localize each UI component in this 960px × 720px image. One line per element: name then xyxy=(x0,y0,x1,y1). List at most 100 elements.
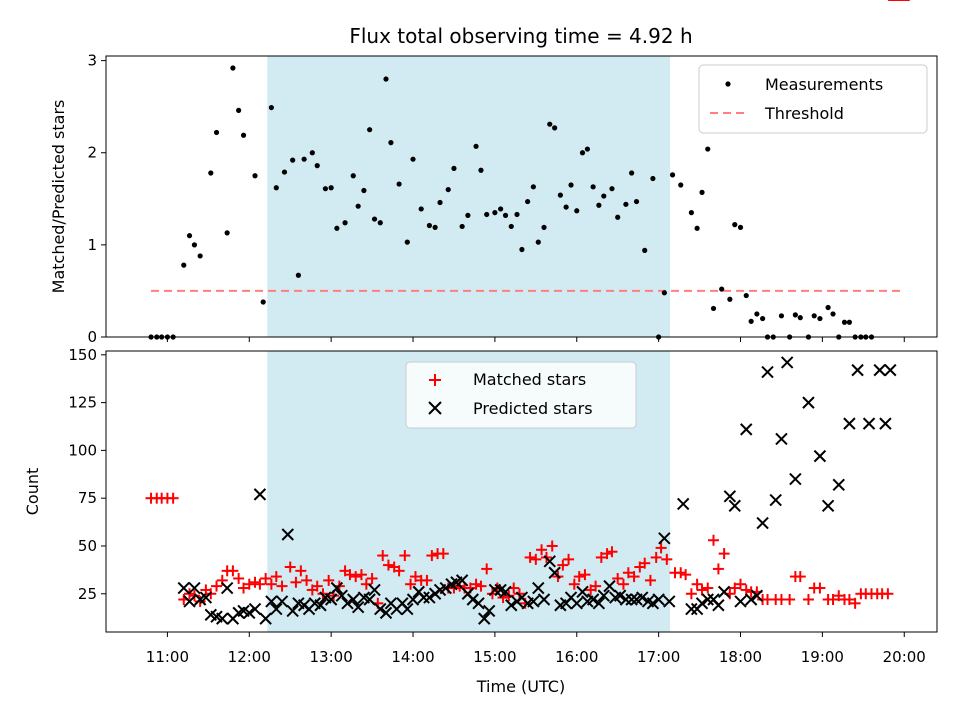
ratio-y-axis-label: Matched/Predicted stars xyxy=(49,100,68,294)
measurement-point xyxy=(748,318,754,324)
x-axis-label: Time (UTC) xyxy=(476,677,565,696)
predicted-mark-b xyxy=(701,593,714,606)
measurement-point xyxy=(492,210,498,216)
count-y-ticks: 25 50 75 100 125 150 xyxy=(68,346,106,603)
measurement-point xyxy=(743,292,749,299)
predicted-star-point xyxy=(769,493,782,507)
predicted-star-point xyxy=(330,581,344,595)
measurement-point xyxy=(778,313,785,319)
predicted-star-point xyxy=(744,593,758,606)
predicted-star-point xyxy=(734,595,747,608)
matched-star-point xyxy=(481,563,493,575)
matched-star-point xyxy=(536,544,548,556)
predicted-mark-b xyxy=(183,595,196,608)
matched-star-point xyxy=(344,569,356,581)
predicted-star-point xyxy=(802,396,815,409)
predicted-star-point xyxy=(177,581,190,595)
predicted-mark-b xyxy=(292,597,305,610)
predicted-star-point xyxy=(335,589,348,602)
measurement-point xyxy=(473,143,479,149)
predicted-mark-b xyxy=(780,356,794,369)
y-tick-label: 125 xyxy=(68,394,97,412)
measurement-point xyxy=(252,173,258,179)
y-tick-label: 0 xyxy=(87,328,97,346)
matched-star-point xyxy=(249,576,261,588)
predicted-star-point xyxy=(499,585,512,599)
predicted-mark-b xyxy=(613,589,627,602)
measurement-point xyxy=(629,170,635,176)
matched-star-point xyxy=(265,578,277,590)
x-tick-label: 13:00 xyxy=(310,648,353,666)
measurement-point xyxy=(451,165,457,171)
predicted-star-point xyxy=(537,593,551,606)
predicted-star-point xyxy=(543,555,556,568)
legend-matched-marker xyxy=(429,374,441,386)
measurement-point xyxy=(678,182,684,188)
predicted-star-point xyxy=(862,417,876,430)
predicted-star-point xyxy=(636,591,649,604)
matched-star-point xyxy=(563,553,575,565)
matched-star-point xyxy=(675,567,687,579)
matched-star-point xyxy=(194,595,206,607)
matched-star-point xyxy=(421,574,433,586)
measurement-point xyxy=(459,223,465,230)
matched-star-point xyxy=(557,559,569,571)
matched-star-point xyxy=(882,588,894,600)
measurement-point xyxy=(669,172,676,178)
measurement-point xyxy=(710,305,717,312)
predicted-star-point xyxy=(685,602,698,616)
measurement-point xyxy=(579,150,586,156)
matched-star-point xyxy=(628,571,640,583)
predicted-star-point xyxy=(374,602,387,616)
predicted-mark-b xyxy=(813,449,827,463)
legend-threshold-label: Threshold xyxy=(764,104,844,123)
predicted-mark-b xyxy=(625,593,638,606)
predicted-star-point xyxy=(813,449,827,463)
predicted-star-point xyxy=(712,599,725,612)
predicted-star-point xyxy=(216,612,229,625)
predicted-mark-b xyxy=(862,417,876,430)
measurement-point xyxy=(737,224,744,230)
measurement-point xyxy=(535,239,541,245)
predicted-star-point xyxy=(527,595,540,608)
predicted-star-point xyxy=(188,581,201,595)
predicted-mark-b xyxy=(379,606,393,620)
predicted-star-point xyxy=(832,478,845,492)
measurement-point xyxy=(426,222,432,229)
predicted-mark-b xyxy=(663,595,676,608)
predicted-star-point xyxy=(613,589,627,602)
matched-star-point xyxy=(718,548,730,560)
predicted-mark-b xyxy=(884,363,897,377)
predicted-star-point xyxy=(619,593,633,606)
measurement-point xyxy=(383,76,389,82)
matched-star-point xyxy=(802,594,814,606)
predicted-star-point xyxy=(417,591,430,604)
predicted-mark-b xyxy=(619,593,633,606)
predicted-mark-b xyxy=(281,528,294,541)
predicted-mark-b xyxy=(439,581,452,595)
predicted-mark-b xyxy=(478,612,491,625)
measurement-point xyxy=(846,319,852,325)
predicted-star-point xyxy=(466,593,479,606)
predicted-star-point xyxy=(183,595,196,608)
measurement-point xyxy=(797,315,803,321)
predicted-star-point xyxy=(851,363,864,377)
measurement-point xyxy=(224,230,230,236)
predicted-star-point xyxy=(275,595,289,608)
predicted-star-point xyxy=(265,595,278,608)
predicted-mark-b xyxy=(576,585,589,599)
measurement-point xyxy=(328,185,334,191)
predicted-mark-b xyxy=(210,610,223,623)
predicted-star-point xyxy=(717,585,731,599)
measurement-point xyxy=(596,202,602,208)
predicted-star-point xyxy=(652,593,665,606)
measurement-point xyxy=(410,156,416,162)
measurement-point xyxy=(694,225,700,231)
predicted-mark-b xyxy=(188,581,201,595)
y-tick-label: 3 xyxy=(87,52,97,70)
predicted-star-point xyxy=(775,432,788,446)
matched-star-point xyxy=(691,578,703,590)
matched-star-point xyxy=(696,584,708,596)
predicted-mark-b xyxy=(308,597,321,610)
predicted-star-point xyxy=(695,597,709,610)
